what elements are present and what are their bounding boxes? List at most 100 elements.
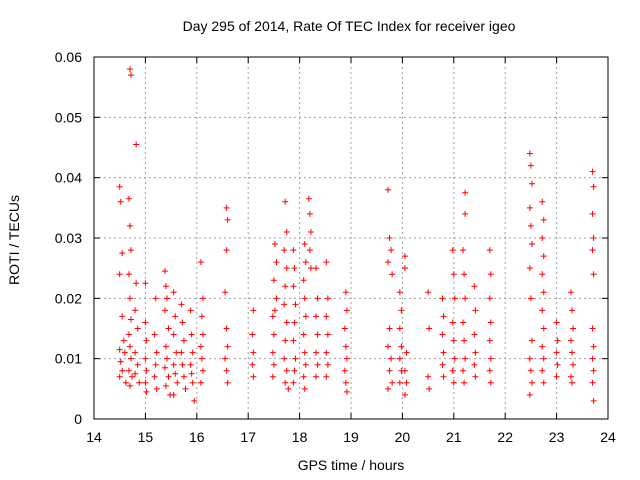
data-point (301, 295, 308, 302)
data-point (570, 325, 577, 332)
data-point (162, 283, 169, 290)
data-point (180, 337, 187, 344)
data-point (197, 379, 204, 386)
data-point (388, 247, 395, 254)
data-point (487, 379, 494, 386)
data-point (283, 228, 290, 235)
data-point (116, 271, 123, 278)
data-point (283, 265, 290, 272)
data-point (449, 367, 456, 374)
data-point (553, 319, 560, 326)
data-point (224, 343, 231, 350)
data-point (388, 355, 395, 362)
data-point (343, 388, 350, 395)
data-point (153, 349, 160, 356)
data-point (163, 355, 170, 362)
data-point (426, 325, 433, 332)
data-point (486, 337, 493, 344)
data-point (539, 343, 546, 350)
data-point (450, 379, 457, 386)
data-point (487, 355, 494, 362)
data-point (313, 313, 320, 320)
data-point (281, 355, 288, 362)
x-tick-label: 20 (395, 429, 411, 445)
data-point (128, 355, 135, 362)
data-point (189, 349, 196, 356)
data-point (385, 186, 392, 193)
data-point (270, 277, 277, 284)
data-point (487, 271, 494, 278)
data-point (450, 337, 457, 344)
data-point (342, 379, 349, 386)
data-point (540, 355, 547, 362)
data-point (165, 325, 172, 332)
data-point (179, 361, 186, 368)
data-point (569, 349, 576, 356)
data-point (472, 349, 479, 356)
data-point (486, 295, 493, 302)
data-point (528, 241, 535, 248)
data-point (567, 337, 574, 344)
data-point (553, 349, 560, 356)
data-point (569, 379, 576, 386)
data-point (161, 268, 168, 275)
y-axis-label: ROTI / TECUs (6, 195, 22, 285)
data-point (125, 195, 132, 202)
data-point (314, 361, 321, 368)
data-point (282, 198, 289, 205)
data-point (589, 168, 596, 175)
data-point (170, 289, 177, 296)
data-point (396, 289, 403, 296)
data-point (462, 189, 469, 196)
data-point (142, 379, 149, 386)
data-point (526, 391, 533, 398)
data-point (570, 361, 577, 368)
data-point (133, 141, 140, 148)
data-point (161, 364, 168, 371)
data-point (271, 241, 278, 248)
data-point (132, 370, 139, 377)
data-point (143, 337, 150, 344)
data-point (270, 361, 277, 368)
data-point (125, 271, 132, 278)
data-point (191, 397, 198, 404)
data-point (126, 295, 133, 302)
data-point (116, 183, 123, 190)
data-point (163, 295, 170, 302)
data-point (461, 337, 468, 344)
data-point (223, 325, 230, 332)
data-point (323, 313, 330, 320)
data-point (290, 247, 297, 254)
data-point (151, 373, 158, 380)
data-point (554, 361, 561, 368)
data-point (461, 379, 468, 386)
data-point (270, 331, 277, 338)
data-point (180, 373, 187, 380)
y-tick-label: 0.01 (55, 351, 82, 367)
data-point (385, 343, 392, 350)
data-point (300, 373, 307, 380)
data-point (589, 355, 596, 362)
data-point (151, 331, 158, 338)
data-point (590, 235, 597, 241)
data-point (403, 349, 410, 356)
data-point (250, 373, 257, 380)
data-point (396, 325, 403, 332)
data-point (282, 337, 289, 344)
data-point (540, 325, 547, 332)
data-point (273, 295, 280, 302)
data-point (290, 379, 297, 386)
data-point (152, 295, 159, 302)
data-point (590, 271, 597, 278)
data-point (460, 319, 467, 326)
data-point (306, 210, 313, 217)
data-point (133, 280, 140, 287)
data-point (223, 247, 230, 254)
data-point (449, 319, 456, 326)
data-point (188, 370, 195, 377)
data-points (116, 66, 597, 404)
data-point (540, 253, 547, 260)
data-point (342, 343, 349, 350)
y-tick-label: 0.04 (55, 170, 82, 186)
data-point (343, 307, 350, 314)
